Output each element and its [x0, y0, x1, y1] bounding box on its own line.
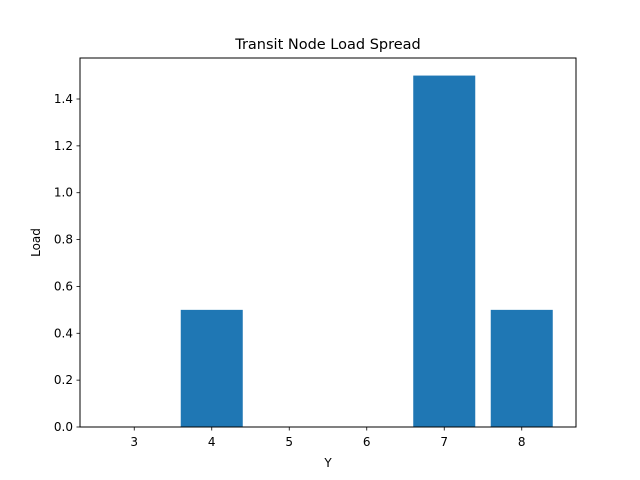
x-tick-label: 8 [518, 435, 526, 449]
x-tick-label: 5 [285, 435, 293, 449]
y-tick-label: 0.4 [54, 326, 73, 340]
y-tick-label: 0.2 [54, 373, 73, 387]
x-tick-label: 4 [208, 435, 216, 449]
y-tick-label: 0.8 [54, 233, 73, 247]
y-tick-label: 1.2 [54, 139, 73, 153]
x-axis-ticks: 3 4 5 6 7 8 [130, 427, 526, 449]
y-axis-ticks: 0.0 0.2 0.4 0.6 0.8 1.0 1.2 1.4 [54, 92, 80, 434]
x-axis-label: Y [323, 456, 332, 470]
y-tick-label: 0.0 [54, 420, 73, 434]
x-tick-label: 6 [363, 435, 371, 449]
y-axis-label: Load [29, 228, 43, 257]
y-tick-label: 1.0 [54, 186, 73, 200]
y-tick-label: 1.4 [54, 92, 73, 106]
bar-7 [413, 75, 476, 428]
plot-frame [79, 57, 577, 428]
chart-title: Transit Node Load Spread [234, 37, 421, 53]
bar-8 [490, 309, 553, 427]
bars-group [180, 75, 553, 428]
y-tick-label: 0.6 [54, 279, 73, 293]
bar-4 [180, 309, 243, 427]
x-tick-label: 3 [130, 435, 138, 449]
x-tick-label: 7 [440, 435, 448, 449]
